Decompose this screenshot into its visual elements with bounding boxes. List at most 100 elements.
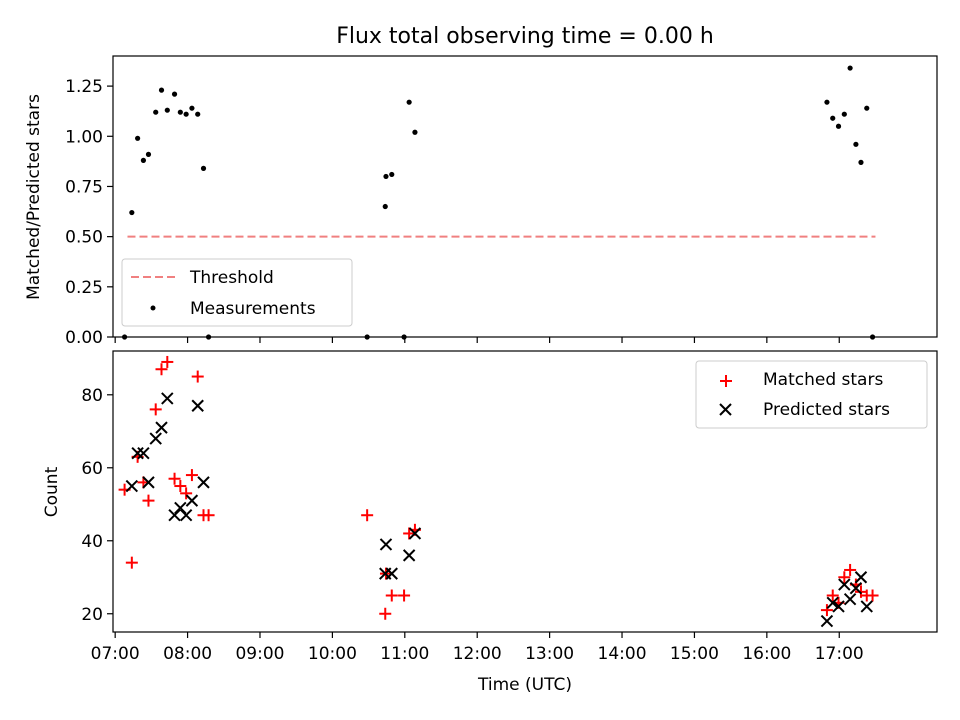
- legend-measurements-swatch: [150, 305, 156, 311]
- legend-matched-swatch: [720, 375, 732, 387]
- measurement-point: [140, 157, 147, 163]
- x-tick-label: 09:00: [235, 644, 284, 664]
- matched-star-point: [125, 556, 138, 569]
- legend-predicted-label: Predicted stars: [763, 400, 890, 420]
- legend-matched-label: Matched stars: [763, 370, 883, 390]
- predicted-star-point: [197, 476, 210, 489]
- matched-star-point: [185, 469, 198, 482]
- bottom-axes-frame: [112, 350, 938, 633]
- top-axes-frame: [112, 55, 938, 338]
- predicted-star-point: [379, 538, 393, 551]
- x-tick-label: 15:00: [670, 644, 719, 664]
- y-tick-label: 20: [81, 605, 103, 625]
- measurement-point: [200, 165, 207, 171]
- bottom-ticks: 20 40 60 80 07:00 08:00 09:00 10:00 11:00 12:00 13…: [81, 386, 863, 664]
- matched-star-point: [838, 571, 851, 584]
- measurement-point: [830, 115, 836, 121]
- measurement-point: [841, 111, 847, 117]
- matched-star-point: [191, 370, 204, 383]
- measurement-point: [158, 87, 165, 93]
- measurement-point: [129, 209, 135, 216]
- legend-threshold-label: Threshold: [189, 268, 274, 288]
- y-tick-label: 40: [81, 532, 103, 552]
- matched-star-point: [180, 487, 193, 500]
- predicted-star-point: [838, 578, 851, 591]
- matched-star-point: [161, 355, 174, 368]
- predicted-star-point: [174, 501, 187, 515]
- measurement-point: [189, 105, 195, 111]
- bottom-y-axis-label: Count: [42, 466, 62, 517]
- measurement-point: [171, 91, 178, 97]
- measurement-point: [824, 99, 830, 105]
- bottom-legend-box: [695, 360, 928, 429]
- bottom-legend: Matched stars Predicted stars: [695, 360, 928, 429]
- measurement-point: [858, 159, 864, 165]
- matched-star-point: [202, 509, 215, 522]
- y-tick-label: 0.75: [65, 177, 103, 197]
- matched-star-point: [149, 403, 162, 416]
- predicted-star-point: [155, 421, 168, 434]
- top-plot-area: [121, 65, 876, 340]
- matched-star-point: [379, 607, 392, 620]
- legend-predicted-swatch: [719, 403, 732, 416]
- bottom-panel: Count Time (UTC) 20 40 60 80 07:00 08:00 09:00…: [42, 350, 938, 695]
- predicted-star-point: [185, 494, 199, 507]
- predicted-star-point: [860, 600, 873, 613]
- predicted-star-point: [832, 600, 845, 613]
- measurement-point: [135, 135, 141, 141]
- predicted-star-point: [408, 527, 422, 540]
- x-tick-label: 14:00: [598, 644, 647, 664]
- predicted-star-point: [854, 571, 868, 584]
- chart-title: Flux total observing time = 0.00 h: [336, 24, 714, 49]
- x-tick-label: 08:00: [163, 644, 212, 664]
- matched-star-point: [866, 589, 879, 602]
- x-tick-label: 13:00: [525, 644, 574, 664]
- top-panel: Flux total observing time = 0.00 h Match…: [24, 24, 938, 348]
- matched-star-point: [820, 604, 833, 617]
- matched-star-point: [155, 363, 168, 376]
- measurement-point: [853, 141, 859, 147]
- predicted-star-point: [826, 596, 839, 610]
- x-tick-label: 10:00: [308, 644, 357, 664]
- measurement-point: [864, 105, 870, 111]
- measurement-point: [195, 111, 201, 117]
- matched-star-point: [398, 589, 411, 602]
- measurement-point: [412, 129, 418, 135]
- measurement-point: [406, 99, 412, 105]
- predicted-star-point: [843, 592, 857, 606]
- predicted-star-point: [820, 614, 834, 628]
- predicted-star-point: [161, 392, 174, 405]
- predicted-star-point: [125, 479, 139, 493]
- matched-star-point: [826, 589, 839, 602]
- predicted-star-point: [849, 582, 863, 595]
- top-y-axis-label: Matched/Predicted stars: [24, 94, 44, 300]
- predicted-star-point: [131, 446, 144, 460]
- matched-star-point: [844, 563, 857, 576]
- predicted-star-point: [191, 399, 204, 412]
- x-tick-label: 11:00: [380, 644, 429, 664]
- matched-star-point: [142, 494, 155, 507]
- matched-star-point: [361, 509, 374, 522]
- y-tick-label: 1.00: [65, 127, 103, 147]
- matched-star-point: [385, 589, 398, 602]
- legend-measurements-label: Measurements: [190, 299, 316, 319]
- measurement-point: [153, 109, 159, 115]
- measurement-point: [177, 109, 183, 115]
- x-tick-label: 17:00: [815, 644, 864, 664]
- predicted-star-point: [168, 509, 181, 522]
- y-tick-label: 60: [81, 459, 103, 479]
- measurement-point: [164, 107, 170, 113]
- predicted-star-point: [402, 549, 416, 562]
- predicted-star-point: [179, 509, 193, 522]
- y-tick-label: 0.50: [65, 228, 103, 248]
- x-tick-label: 07:00: [91, 644, 140, 664]
- predicted-star-point: [142, 476, 155, 489]
- measurement-point: [847, 65, 853, 71]
- y-tick-label: 1.25: [65, 77, 103, 97]
- y-tick-label: 0.00: [65, 328, 103, 348]
- top-ticks: 0.00 0.25 0.50 0.75 1.00 1.25: [65, 77, 840, 348]
- predicted-star-point: [137, 446, 150, 460]
- x-axis-label: Time (UTC): [477, 675, 572, 695]
- x-tick-label: 12:00: [453, 644, 502, 664]
